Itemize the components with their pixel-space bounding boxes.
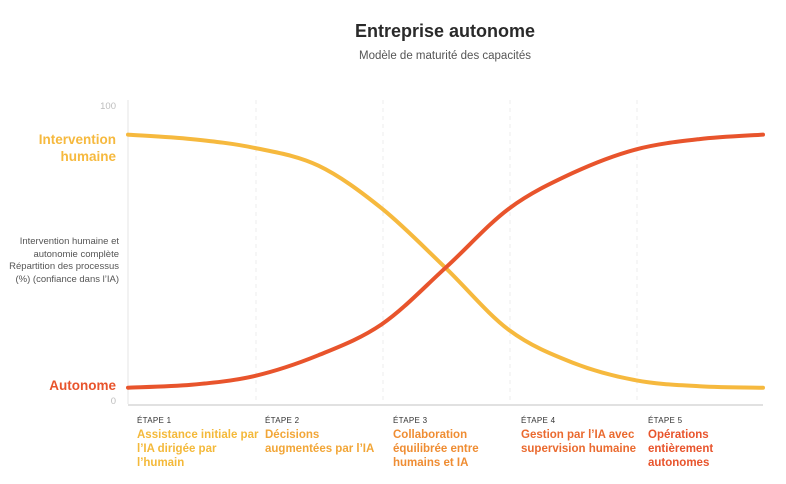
stage-description: Collaboration équilibrée entre humains e… [393, 429, 479, 469]
stage-description: Assistance initiale par l’IA dirigée par… [137, 429, 259, 469]
stage-4: ÉTAPE 4 Gestion par l’IA avec supervisio… [521, 416, 643, 456]
series-label-intervention-humaine: Intervention humaine [38, 132, 116, 164]
y-tick-100: 100 [100, 101, 116, 112]
stage-description: Opérations entièrement autonomes [648, 429, 714, 469]
stage-number: ÉTAPE 2 [265, 416, 300, 425]
series-line-autonome [126, 132, 765, 390]
stage-number: ÉTAPE 5 [648, 416, 683, 425]
stage-5: ÉTAPE 5 Opérations entièrement autonomes [648, 416, 770, 470]
series-label-autonome: Autonome [49, 378, 116, 393]
stage-1: ÉTAPE 1 Assistance initiale par l’IA dir… [137, 416, 259, 470]
y-axis-label: Intervention humaine et autonomie complè… [9, 236, 119, 285]
series-line-intervention-humaine [126, 132, 765, 390]
stage-description: Décisions augmentées par l’IA [265, 429, 375, 455]
stage-number: ÉTAPE 4 [521, 416, 556, 425]
stage-2: ÉTAPE 2 Décisions augmentées par l’IA [265, 416, 387, 456]
chart-title: Entreprise autonome [354, 21, 536, 41]
stage-3: ÉTAPE 3 Collaboration équilibrée entre h… [393, 416, 515, 470]
stage-number: ÉTAPE 1 [137, 416, 172, 425]
stage-number: ÉTAPE 3 [393, 416, 428, 425]
stage-description: Gestion par l’IA avec supervision humain… [521, 429, 637, 455]
y-tick-0: 0 [110, 396, 116, 407]
chart-subtitle: Modèle de maturité des capacités [359, 50, 531, 62]
